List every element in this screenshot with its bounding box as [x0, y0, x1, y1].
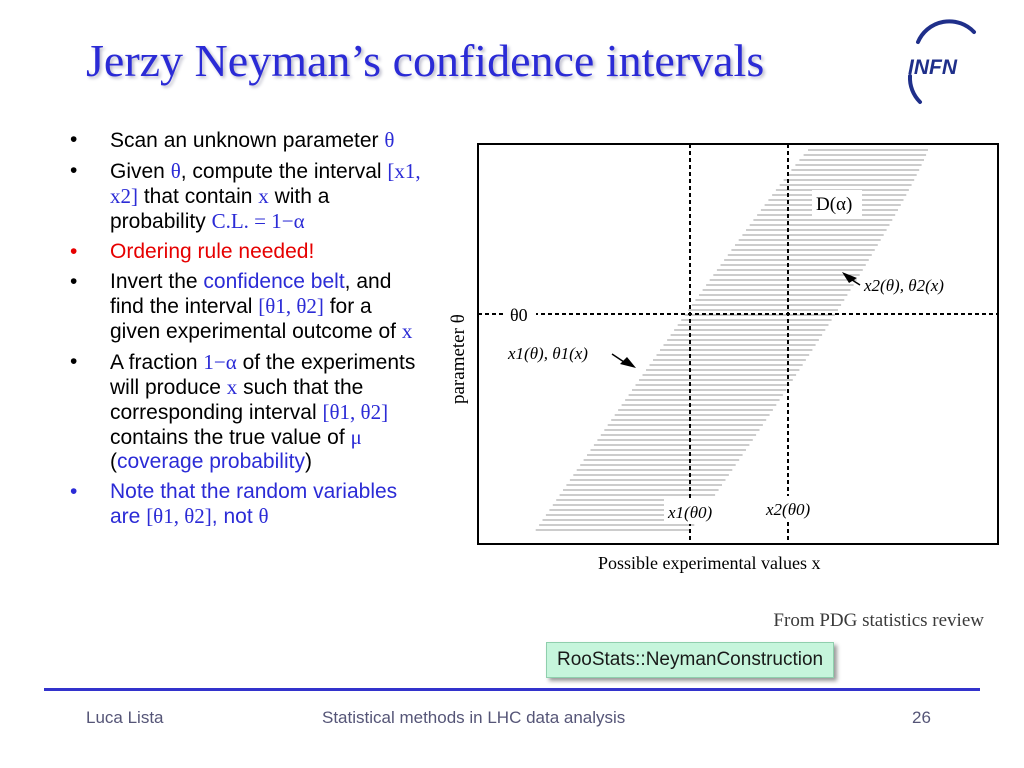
bullet-item: Ordering rule needed! [66, 240, 426, 264]
bullet-item: Note that the random variables are [θ1, … [66, 480, 426, 529]
lower-curve-arrow-icon [620, 357, 636, 368]
confidence-belt-term: confidence belt [203, 270, 345, 293]
bullet-item: Given θ, compute the interval [x1, x2] t… [66, 159, 426, 234]
lower-curve-label: x1(θ), θ1(x) [507, 344, 588, 363]
belt-label: D(α) [816, 194, 852, 215]
confidence-belt-diagram: D(α) x2(θ), θ2(x) x1(θ), θ1(x) θ0 x1(θ0)… [448, 143, 999, 573]
bullet-list: Scan an unknown parameter θ Given θ, com… [66, 128, 426, 535]
bullet-item: A fraction 1−α of the experiments will p… [66, 350, 426, 474]
bullet-item: Invert the confidence belt, and find the… [66, 270, 426, 344]
footer-page-number: 26 [912, 708, 931, 727]
plot-frame [477, 143, 999, 545]
x-axis-label: Possible experimental values x [598, 553, 820, 573]
infn-logo: INFN [907, 19, 976, 104]
figure-caption: From PDG statistics review [773, 610, 984, 631]
upper-curve-label: x2(θ), θ2(x) [863, 276, 944, 295]
footer-course: Statistical methods in LHC data analysis [322, 708, 626, 727]
footer-author: Luca Lista [86, 708, 164, 727]
x2-theta0-label: x2(θ0) [765, 500, 811, 519]
coverage-probability-term: coverage probability [117, 450, 305, 473]
interval-x-symbol: [x1, x2] [110, 159, 421, 208]
code-reference-box: RooStats::NeymanConstruction [546, 642, 835, 678]
y-axis-label: parameter θ [448, 314, 469, 404]
x1-theta0-label: x1(θ0) [667, 503, 713, 522]
theta0-label: θ0 [510, 305, 528, 325]
bullet-item: Scan an unknown parameter θ [66, 128, 426, 153]
svg-text:INFN: INFN [908, 56, 958, 79]
slide-title: Jerzy Neyman’s confidence intervals [86, 35, 765, 86]
footer-divider [44, 688, 980, 691]
